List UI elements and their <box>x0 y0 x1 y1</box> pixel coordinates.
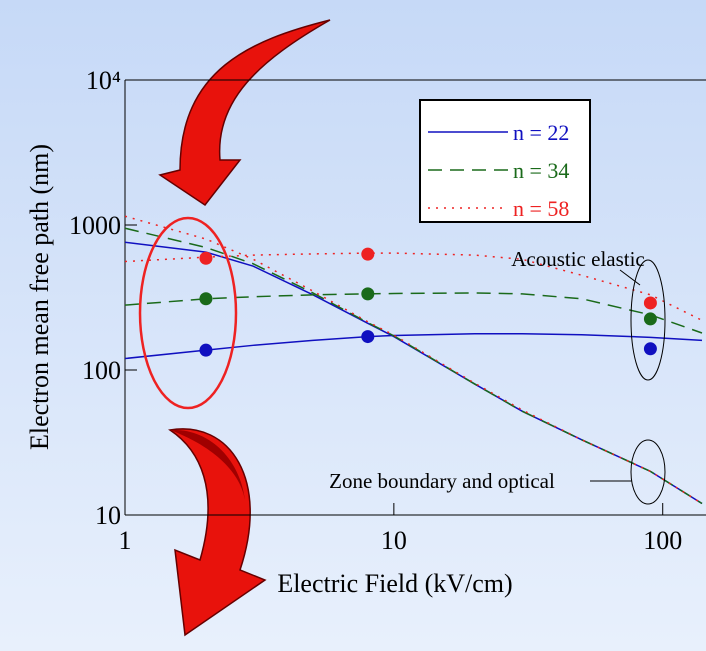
chart: Acoustic elastic Zone boundary and optic… <box>0 0 706 651</box>
y-tick-label: 1000 <box>69 211 121 240</box>
data-point <box>199 344 212 357</box>
data-point <box>199 292 212 305</box>
annotation: Acoustic elastic <box>511 247 645 271</box>
legend-label: n = 58 <box>513 196 569 221</box>
background <box>0 0 706 651</box>
data-point <box>644 342 657 355</box>
annotation: Zone boundary and optical <box>329 469 555 493</box>
data-point <box>644 296 657 309</box>
x-tick-label: 10 <box>381 526 407 555</box>
y-axis-label: Electron mean free path (nm) <box>25 144 54 450</box>
y-tick-label: 10⁴ <box>86 66 121 95</box>
data-point <box>361 287 374 300</box>
data-point <box>361 248 374 261</box>
y-tick-label: 100 <box>82 356 121 385</box>
x-axis-label: Electric Field (kV/cm) <box>277 569 512 598</box>
data-point <box>361 330 374 343</box>
y-tick-label: 10 <box>95 501 121 530</box>
x-tick-label: 100 <box>643 526 682 555</box>
data-point <box>644 312 657 325</box>
x-tick-label: 1 <box>119 526 132 555</box>
data-point <box>199 252 212 265</box>
legend-label: n = 34 <box>513 158 569 183</box>
legend-label: n = 22 <box>513 120 569 145</box>
